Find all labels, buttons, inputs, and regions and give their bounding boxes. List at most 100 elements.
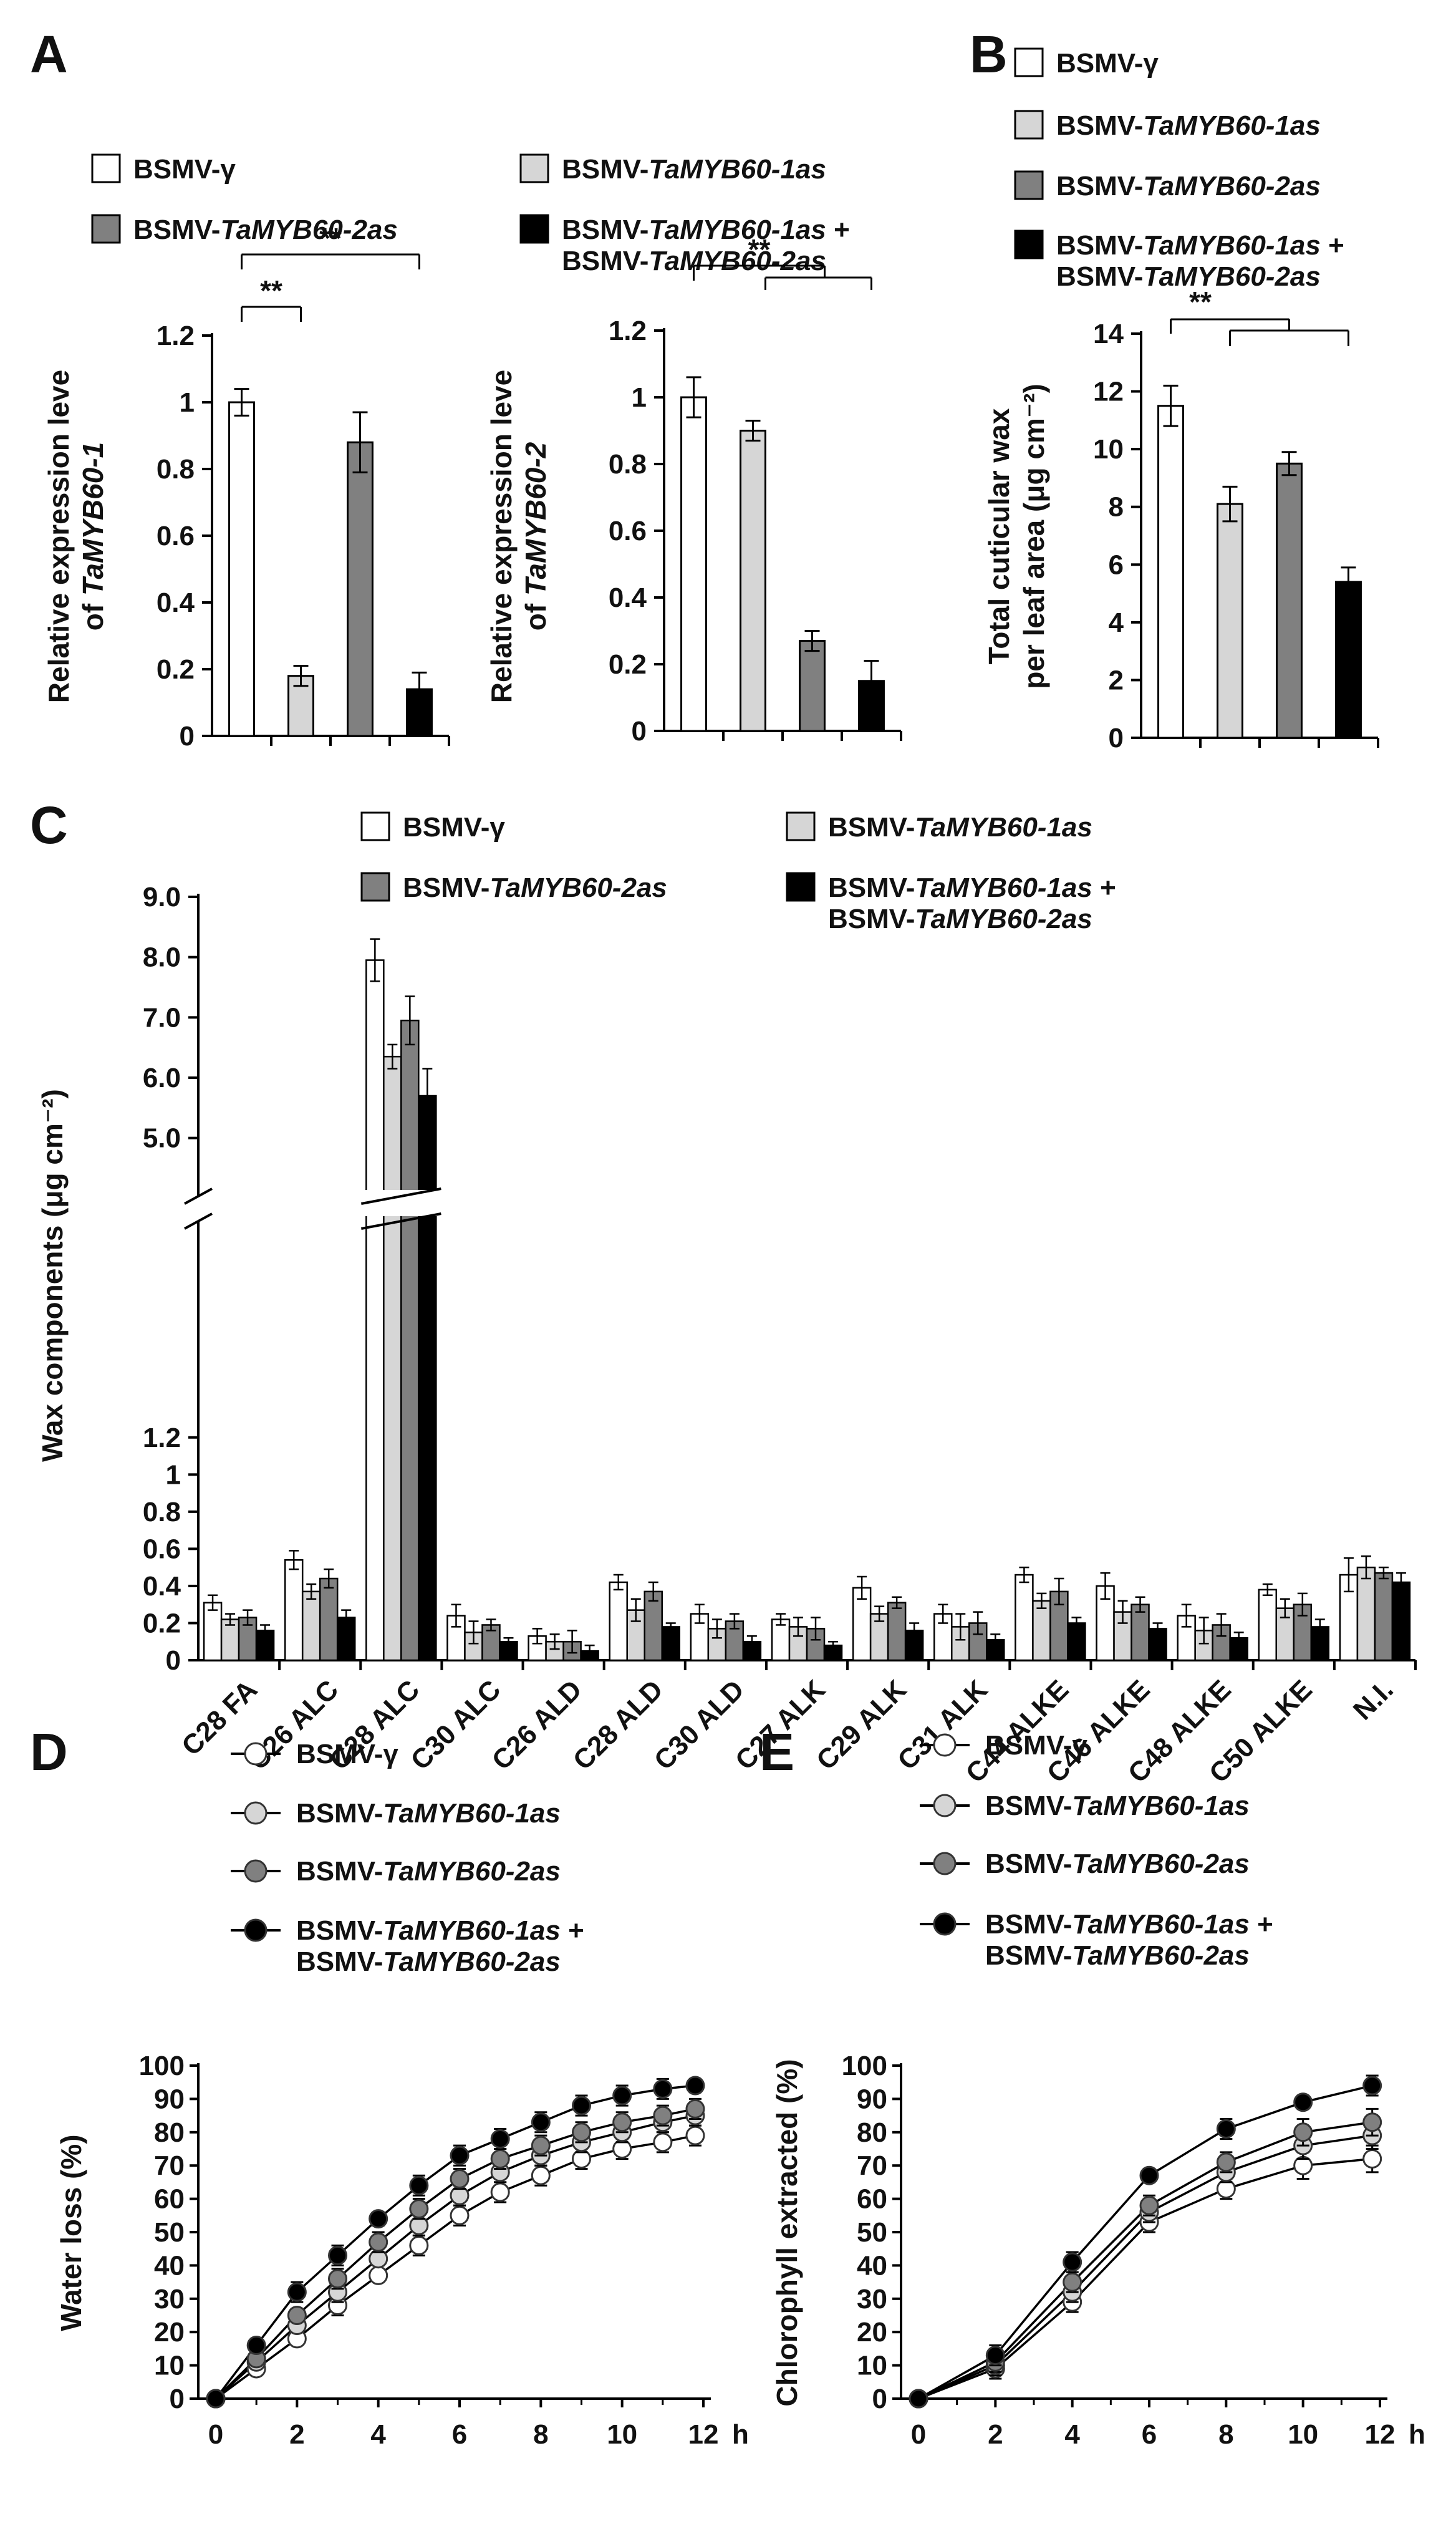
error-bar-as1 (955, 1613, 966, 1641)
x-tick-label: 8 (533, 2419, 548, 2450)
y-tick-label: 8 (1109, 492, 1124, 523)
data-point-both (287, 2282, 307, 2302)
error-bar-gamma (370, 938, 380, 982)
y-tick-label: 1.2 (609, 316, 647, 346)
y-tick-label: 8.0 (143, 942, 181, 973)
x-tick-label: 6 (452, 2419, 467, 2450)
error-bar-as2 (1297, 1592, 1308, 1617)
legend-label-both: BSMV-TaMYB60-1as + (562, 215, 850, 245)
legend-swatch-gamma (91, 153, 121, 183)
y-tick-label: 40 (154, 2250, 185, 2281)
data-point-both (328, 2245, 347, 2265)
error-bar-gamma (1100, 1572, 1111, 1600)
error-bar-as2 (405, 995, 415, 1046)
bar-gamma (284, 1559, 304, 1661)
data-point-as2 (653, 2106, 673, 2125)
error-bar-as2 (804, 630, 820, 652)
axis-break-mark (184, 1187, 213, 1205)
significance-bracket-a2: ** (693, 233, 872, 290)
y-tick-label: 30 (154, 2284, 185, 2314)
legend-label-gamma: BSMV-γ (403, 812, 505, 843)
data-point-both (1139, 2165, 1159, 2185)
y-tick-label: 0 (872, 2384, 887, 2414)
bar-as1 (1356, 1566, 1376, 1661)
y-tick-label: 0.4 (157, 588, 195, 618)
y-tick-label: 0.4 (609, 583, 647, 613)
data-point-both (246, 2336, 266, 2356)
y-tick-label: 40 (857, 2250, 887, 2281)
data-point-as2 (409, 2199, 429, 2219)
error-bar-both (909, 1622, 920, 1639)
legend-label-both: BSMV-TaMYB60-1as + (1056, 230, 1344, 261)
y-tick-label: 10 (1093, 434, 1124, 465)
x-axis-unit-label: h (732, 2419, 749, 2450)
error-bar-as2 (486, 1618, 496, 1632)
error-bar-as1 (1198, 1617, 1209, 1645)
legend-label-gamma: BSMV-γ (133, 154, 236, 185)
x-tick-label: 0 (911, 2419, 926, 2450)
error-bar-as1 (387, 1043, 398, 1070)
y-tick-label: 9.0 (143, 882, 181, 912)
x-tick-label: 10 (607, 2419, 637, 2450)
error-bar-as1 (1036, 1592, 1047, 1609)
y-tick-label: 50 (154, 2217, 185, 2248)
panel-label-a: A (30, 25, 68, 84)
bar-as2 (799, 640, 826, 732)
data-point-both (909, 2389, 928, 2409)
bar-as2 (1276, 462, 1303, 739)
error-bar-both (864, 660, 879, 702)
error-bar-as2 (892, 1596, 902, 1609)
error-bar-gamma (776, 1613, 786, 1626)
bracket-label: ** (1189, 286, 1212, 318)
error-bar-as1 (745, 419, 761, 442)
bar-both (1391, 1581, 1411, 1661)
data-point-both (985, 2346, 1005, 2366)
chart-A1: 0 0.2 0.4 0.6 0.8 1 1.2 (157, 321, 450, 752)
bar-as2 (400, 1019, 420, 1661)
bar-as2 (319, 1577, 339, 1661)
bracket-label: ** (748, 233, 771, 266)
data-point-as2 (1216, 2152, 1236, 2172)
y-tick-label: 0.6 (157, 521, 195, 551)
significance-bracket-b: ** (1170, 286, 1349, 346)
bar-as2 (1374, 1572, 1394, 1661)
legend-label-both: BSMV-TaMYB60-1as + (985, 1909, 1273, 1940)
y-tick-label: 5.0 (143, 1123, 181, 1154)
error-bar-both (990, 1633, 1001, 1647)
axis-break-band (362, 1190, 440, 1216)
y-tick-label: 14 (1093, 319, 1124, 349)
legend-marker-gamma (244, 1742, 268, 1766)
data-point-both (612, 2086, 632, 2106)
error-bar-gamma (694, 1603, 705, 1624)
x-tick-label: C29 ALK (811, 1674, 912, 1776)
y-tick-label: 0 (632, 716, 647, 747)
error-bar-as1 (225, 1613, 236, 1626)
y-tick-label: 0 (1109, 723, 1124, 753)
bar-gamma (1015, 1574, 1034, 1661)
error-bar-as1 (293, 665, 309, 687)
bar-as1 (1032, 1600, 1051, 1661)
error-bar-as1 (468, 1620, 479, 1645)
x-tick-label: C30 ALD (648, 1674, 750, 1776)
y-tick-label: 6 (1109, 549, 1124, 580)
legend-label-as2: BSMV-TaMYB60-2as (985, 1849, 1250, 1879)
legend-label-both: BSMV-TaMYB60-2as (296, 1946, 561, 1977)
error-bar-as2 (1216, 1613, 1227, 1637)
y-tick-label: 90 (154, 2084, 185, 2114)
y-tick-label: 0.6 (609, 516, 647, 546)
bar-as1 (1217, 503, 1243, 739)
data-point-both (1216, 2119, 1236, 2139)
data-point-gamma (685, 2125, 705, 2145)
error-bar-gamma (1181, 1603, 1192, 1628)
y-tick-label: 70 (154, 2150, 185, 2181)
legend-swatch-as2 (360, 872, 390, 902)
data-point-gamma (490, 2182, 510, 2202)
y-tick-label: 1.2 (143, 1423, 181, 1453)
error-bar-gamma (613, 1574, 624, 1591)
legend-marker-gamma (933, 1733, 957, 1757)
legend-swatch-as1 (786, 811, 816, 841)
data-point-as2 (328, 2269, 347, 2289)
legend-label-as2: BSMV-TaMYB60-2as (296, 1856, 561, 1887)
